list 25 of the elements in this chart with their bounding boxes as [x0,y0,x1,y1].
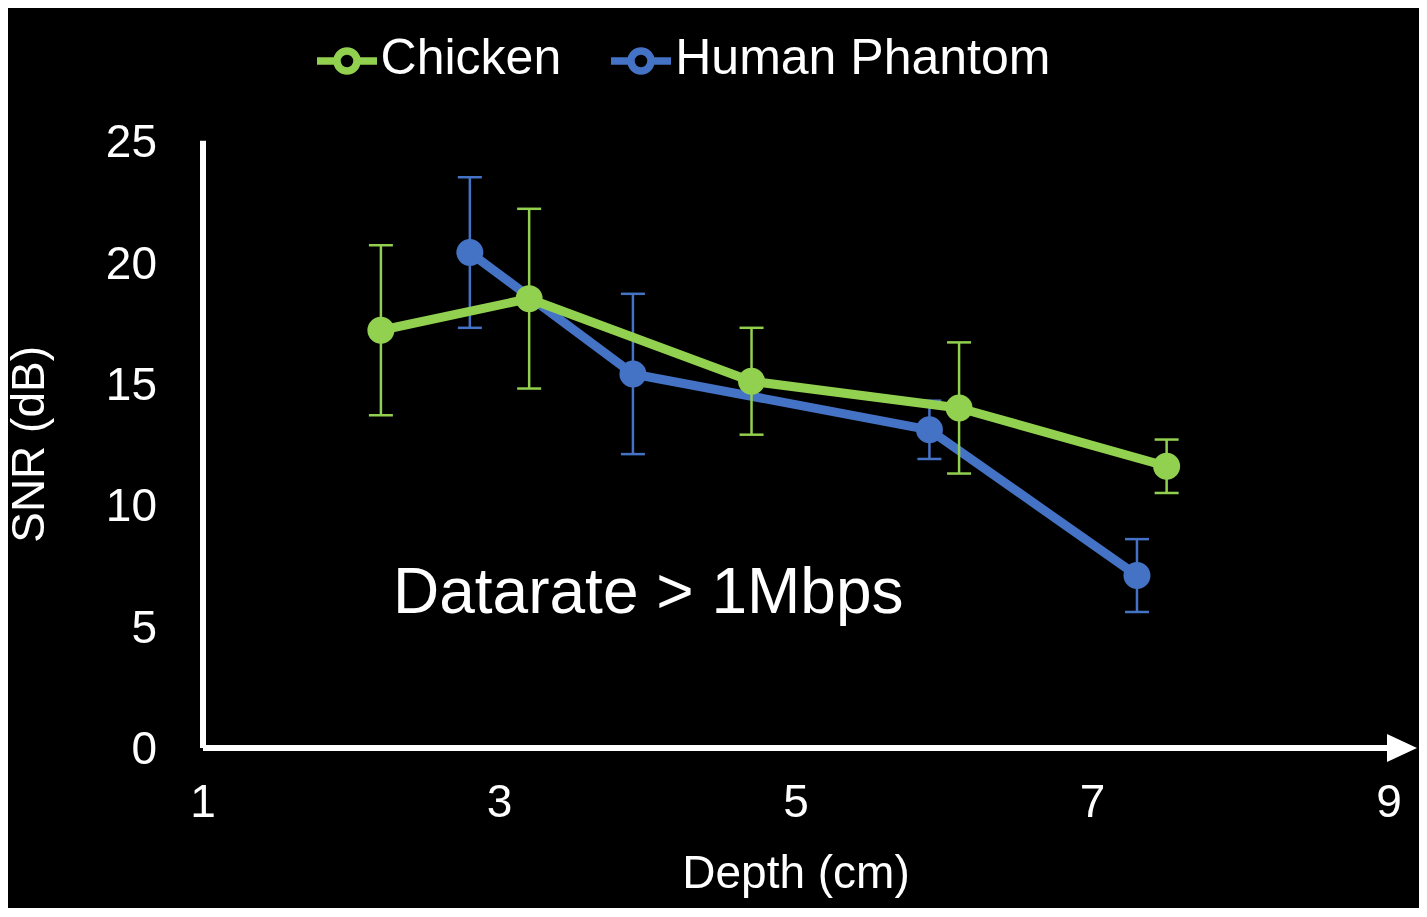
point [738,367,766,395]
y-tick-label: 15 [105,358,157,411]
y-tick-label: 0 [131,722,157,775]
point [915,416,943,444]
y-axis-title: SNR (dB) [2,345,55,543]
point [1153,452,1181,480]
x-tick-label: 5 [783,774,809,827]
y-tick-label: 20 [105,236,157,289]
legend-label: Human Phantom [675,29,1051,85]
x-tick-label: 9 [1376,774,1402,827]
y-tick-label: 5 [131,600,157,653]
y-tick-label: 10 [105,479,157,532]
point [456,239,484,267]
point [945,394,973,422]
x-tick-label: 7 [1079,774,1106,827]
legend-label: Chicken [380,29,562,85]
x-tick-label: 1 [190,774,216,827]
x-tick-label: 3 [486,774,513,827]
annotation: Datarate > 1Mbps [393,555,904,627]
point [1123,562,1151,590]
point [367,316,395,344]
point [619,360,647,388]
y-tick-label: 25 [105,115,157,168]
point [515,285,543,313]
x-axis-title: Depth (cm) [682,846,910,898]
